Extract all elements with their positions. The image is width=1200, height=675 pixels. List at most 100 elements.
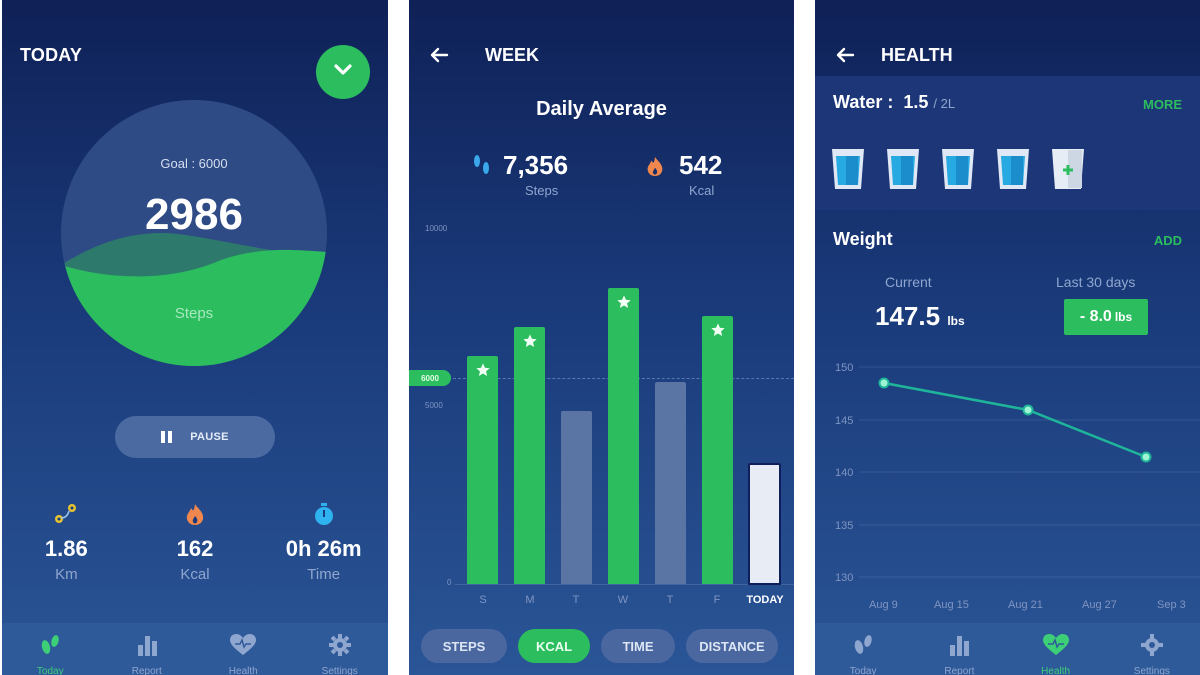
x-label: T [666,594,674,606]
current-weight-label: Current [885,274,932,290]
add-water-cup-icon[interactable] [1051,148,1085,190]
more-button[interactable]: MORE [1143,97,1182,112]
nav-report[interactable]: Report [99,623,196,675]
pause-icon [161,431,173,443]
weight-section: Weight ADD Current 147.5 lbs Last 30 day… [815,215,1200,675]
current-weight-value: 147.5 [875,301,941,331]
bar-tue[interactable] [561,411,592,584]
x-label: T [572,594,580,606]
tab-steps[interactable]: STEPS [421,629,507,663]
x-label-today: TODAY [746,594,784,606]
nav-label: Today [36,666,64,675]
bottom-nav: Today Report Health Settings [815,623,1200,675]
nav-label: Health [228,666,258,675]
x-label: W [617,594,629,606]
y-label-mid: 5000 [425,401,443,410]
steps-label: Steps [174,305,214,322]
footprints-icon [471,153,493,182]
stat-calories: 162 Kcal [131,500,260,583]
y-label-top: 10000 [425,224,448,233]
back-arrow-icon[interactable] [427,43,451,67]
bar-mon[interactable] [514,327,545,584]
nav-settings[interactable]: Settings [292,623,389,675]
bottom-nav: Today Report Health Settings [2,623,388,675]
avg-steps-value: 7,356 [503,150,569,180]
daily-average-title: Daily Average [536,98,667,120]
water-cup-full-icon[interactable] [886,148,920,190]
current-weight-unit: lbs [947,314,965,328]
current-weight: 147.5 lbs [875,301,965,332]
y-label-zero: 0 [447,578,452,587]
x-label: Aug 15 [934,599,969,611]
bar-today[interactable] [748,463,781,585]
weight-change-value: - 8.0 [1079,308,1112,325]
x-label: Aug 9 [869,599,898,611]
footprints-icon [851,633,875,662]
nav-label: Today [849,666,877,675]
add-weight-button[interactable]: ADD [1153,233,1182,248]
progress-wave-icon [61,233,327,366]
change-label: Last 30 days [1056,274,1136,290]
stopwatch-icon [313,500,335,528]
weight-chart-graphic [859,366,1200,578]
pause-button[interactable]: PAUSE [115,416,275,458]
nav-today[interactable]: Today [815,623,911,675]
page-title: HEALTH [881,44,953,65]
water-label: Water : [833,92,894,112]
water-goal: / 2L [933,96,956,111]
nav-report[interactable]: Report [911,623,1007,675]
star-icon [475,362,491,383]
time-unit: Time [307,566,341,583]
weight-change-unit: lbs [1114,310,1133,324]
avg-kcal-value: 542 [679,150,723,180]
tab-time[interactable]: TIME [601,629,675,663]
distance-unit: Km [55,566,78,583]
bar-sun[interactable] [467,356,498,584]
stat-time: 0h 26m Time [259,500,388,583]
steps-count: 2986 [145,190,243,239]
collapse-button[interactable] [316,45,370,99]
avg-steps: 7,356 Steps [471,150,569,198]
bar-chart-icon [947,633,971,662]
water-cup-full-icon[interactable] [996,148,1030,190]
x-label: Aug 21 [1008,599,1043,611]
avg-kcal: 542 Kcal [645,150,723,198]
bar-chart-icon [135,633,159,662]
nav-settings[interactable]: Settings [1104,623,1200,675]
water-cup-full-icon[interactable] [831,148,865,190]
page-title: TODAY [20,45,83,65]
gear-icon [328,633,352,662]
back-arrow-icon[interactable] [833,43,857,67]
calories-unit: Kcal [180,566,210,583]
nav-health[interactable]: Health [1008,623,1104,675]
route-icon [53,500,79,528]
x-label: F [713,594,721,606]
water-title: Water : 1.5 / 2L [833,92,955,113]
bar-wed[interactable] [608,288,639,584]
avg-steps-unit: Steps [525,183,559,198]
tab-distance[interactable]: DISTANCE [686,629,778,663]
flame-icon [184,500,206,528]
nav-today[interactable]: Today [2,623,99,675]
nav-label: Report [131,666,162,675]
tab-kcal[interactable]: KCAL [518,629,590,663]
chevron-down-icon [333,63,353,82]
health-screen: HEALTH Water : 1.5 / 2L MORE Weight ADD … [815,0,1200,675]
nav-health[interactable]: Health [195,623,292,675]
nav-label: Settings [321,666,358,675]
bar-thu[interactable] [655,382,686,584]
y-label: 145 [835,415,854,427]
y-label: 140 [835,467,854,479]
bar-fri[interactable] [702,316,733,584]
water-cup-full-icon[interactable] [941,148,975,190]
time-value: 0h 26m [285,536,362,561]
star-icon [616,294,632,315]
today-screen: TODAY Goal : 6000 2986 Steps PAUSE 1.86 … [2,0,388,675]
nav-label: Health [1041,666,1071,675]
metric-tabs: STEPS KCAL TIME DISTANCE [421,629,778,663]
nav-label: Settings [1133,666,1170,675]
y-label: 150 [835,362,854,374]
gear-icon [1140,633,1164,662]
avg-kcal-unit: Kcal [689,183,715,198]
header: WEEK [427,43,539,67]
